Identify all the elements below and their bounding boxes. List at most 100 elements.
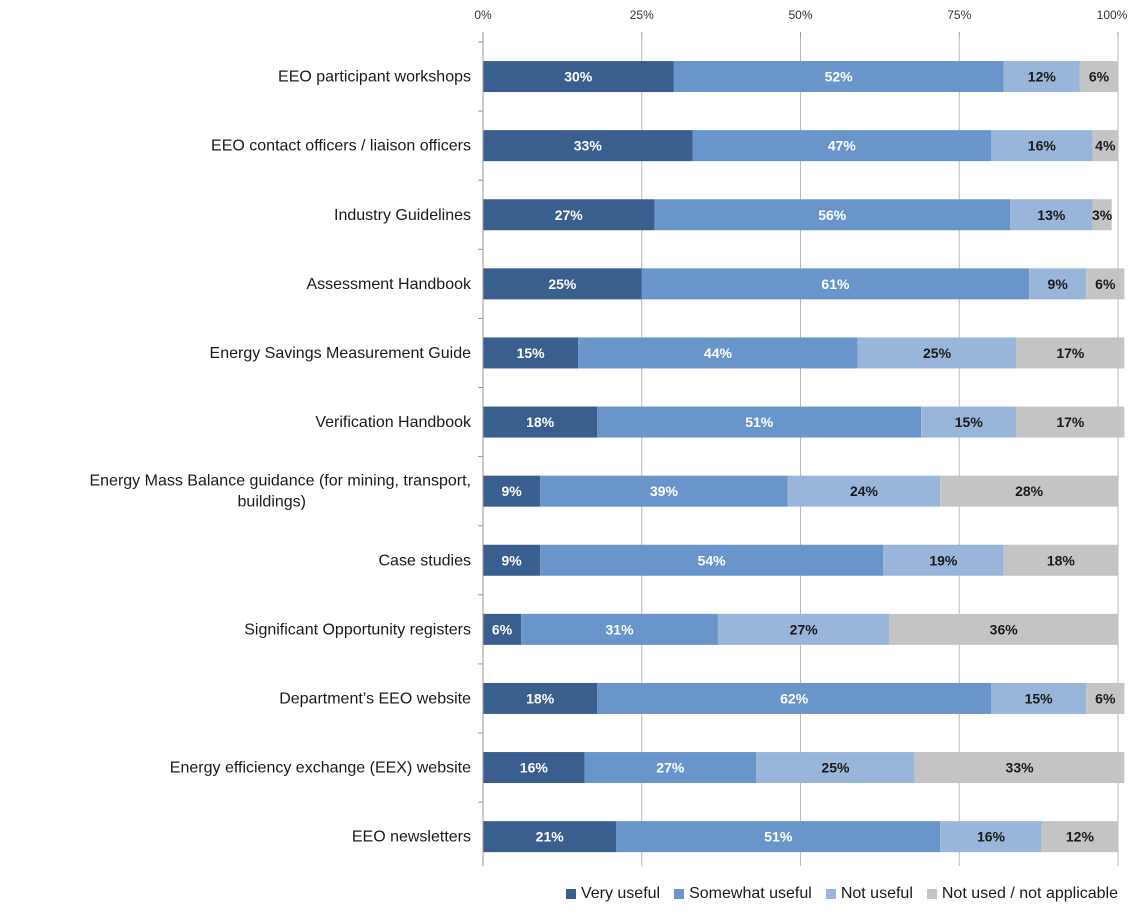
bar-very-useful <box>483 61 674 93</box>
bar-not-useful <box>940 821 1042 853</box>
legend-swatch <box>825 889 836 899</box>
bar-not-used-not-applicable <box>1016 337 1125 369</box>
category-label: Energy Savings Measurement Guide <box>210 345 472 362</box>
data-label: 18% <box>526 414 555 430</box>
legend-label: Not useful <box>840 885 913 902</box>
data-label: 27% <box>656 760 685 776</box>
bar-somewhat-useful <box>540 544 884 576</box>
data-label: 18% <box>1047 552 1076 568</box>
bar-not-used-not-applicable <box>1003 544 1118 576</box>
x-tick-label: 25% <box>630 8 654 22</box>
legend-label: Not used / not applicable <box>941 885 1118 902</box>
bar-not-useful <box>787 475 941 507</box>
bar-somewhat-useful <box>540 475 788 507</box>
data-label: 13% <box>1037 207 1066 223</box>
data-label: 12% <box>1066 829 1095 845</box>
data-label: 12% <box>1028 69 1057 85</box>
legend: Very useful Somewhat useful Not useful Not … <box>0 885 1148 903</box>
stacked-bar-chart: 30% 52% 12% 6% 33% 47% 16% 4% 27% 56% 13% 3% 25% 61% 9… <box>89 8 1128 866</box>
data-label: 25% <box>821 760 850 776</box>
legend-label: Somewhat useful <box>689 885 812 902</box>
data-label: 15% <box>1025 690 1054 706</box>
bars: 30% 52% 12% 6% 33% 47% 16% 4% 27% 56% 13% 3% 25% 61% 9… <box>483 61 1125 853</box>
bar-not-useful <box>857 337 1017 369</box>
gridlines <box>641 37 1119 866</box>
data-label: 27% <box>555 207 584 223</box>
data-label: 18% <box>526 690 555 706</box>
data-label: 17% <box>1056 414 1085 430</box>
bar-somewhat-useful <box>521 613 718 645</box>
category-label: Assessment Handbook <box>306 276 472 293</box>
data-label: 16% <box>520 760 549 776</box>
bar-very-useful <box>483 337 579 369</box>
data-label: 6% <box>492 621 513 637</box>
data-label: 36% <box>990 621 1019 637</box>
bar-not-useful <box>883 544 1004 576</box>
bar-somewhat-useful <box>597 406 922 438</box>
x-tick-label: 0% <box>474 8 492 22</box>
category-label: Industry Guidelines <box>334 207 471 224</box>
data-label: 39% <box>650 483 679 499</box>
category-label: Significant Opportunity registers <box>244 621 471 638</box>
bar-not-used-not-applicable <box>914 752 1125 784</box>
bar-very-useful <box>483 475 541 507</box>
data-label: 31% <box>606 621 635 637</box>
bar-very-useful <box>483 544 541 576</box>
data-label: 28% <box>1015 483 1044 499</box>
category-label: Case studies <box>379 552 472 569</box>
data-label: 54% <box>698 552 727 568</box>
legend-swatch <box>565 889 576 899</box>
category-label: EEO contact officers / liaison officers <box>211 138 471 155</box>
data-label: 47% <box>828 138 857 154</box>
data-label: 16% <box>977 829 1006 845</box>
data-label: 9% <box>1048 276 1069 292</box>
bar-somewhat-useful <box>654 199 1011 231</box>
bar-not-used-not-applicable <box>1092 130 1118 162</box>
data-label: 24% <box>850 483 879 499</box>
bar-not-used-not-applicable <box>940 475 1118 507</box>
data-label: 51% <box>745 414 774 430</box>
bar-not-used-not-applicable <box>889 613 1118 645</box>
bar-not-useful <box>756 752 915 784</box>
data-label: 19% <box>929 552 958 568</box>
data-label: 33% <box>574 138 603 154</box>
axes: 0% 25% 50% 75% 100% EEO participant workshops… <box>89 8 1128 866</box>
data-label: 6% <box>1095 276 1116 292</box>
x-tick-label: 50% <box>788 8 812 22</box>
bar-not-useful <box>1003 61 1080 93</box>
legend-item-not-useful: Not useful <box>825 885 913 903</box>
category-label: Verification Handbook <box>315 414 472 431</box>
category-label: EEO participant workshops <box>278 69 471 86</box>
bar-somewhat-useful <box>616 821 941 853</box>
bar-not-useful <box>1010 199 1093 231</box>
data-label: 56% <box>818 207 847 223</box>
data-label: 25% <box>548 276 577 292</box>
legend-item-very-useful: Very useful <box>565 885 660 903</box>
bar-not-used-not-applicable <box>1086 682 1125 714</box>
data-label: 33% <box>1006 760 1035 776</box>
bar-very-useful <box>483 268 642 300</box>
bar-somewhat-useful <box>673 61 1004 93</box>
data-label: 9% <box>501 552 522 568</box>
bar-very-useful <box>483 752 585 784</box>
bar-very-useful <box>483 199 655 231</box>
bar-not-used-not-applicable <box>1016 406 1125 438</box>
data-label: 16% <box>1028 138 1057 154</box>
bar-very-useful <box>483 682 598 714</box>
bar-not-useful <box>1029 268 1087 300</box>
bar-not-used-not-applicable <box>1041 821 1118 853</box>
data-label: 52% <box>825 69 854 85</box>
bar-somewhat-useful <box>584 752 757 784</box>
bar-not-used-not-applicable <box>1092 199 1112 231</box>
bar-not-useful <box>991 682 1087 714</box>
bar-somewhat-useful <box>641 268 1030 300</box>
data-label: 62% <box>780 690 809 706</box>
data-label: 4% <box>1095 138 1116 154</box>
bar-somewhat-useful <box>578 337 858 369</box>
legend-item-somewhat-useful: Somewhat useful <box>674 885 812 903</box>
bar-not-used-not-applicable <box>1079 61 1118 93</box>
bar-very-useful <box>483 406 598 438</box>
data-label: 9% <box>501 483 522 499</box>
bar-very-useful <box>483 130 693 162</box>
bar-not-useful <box>717 613 890 645</box>
